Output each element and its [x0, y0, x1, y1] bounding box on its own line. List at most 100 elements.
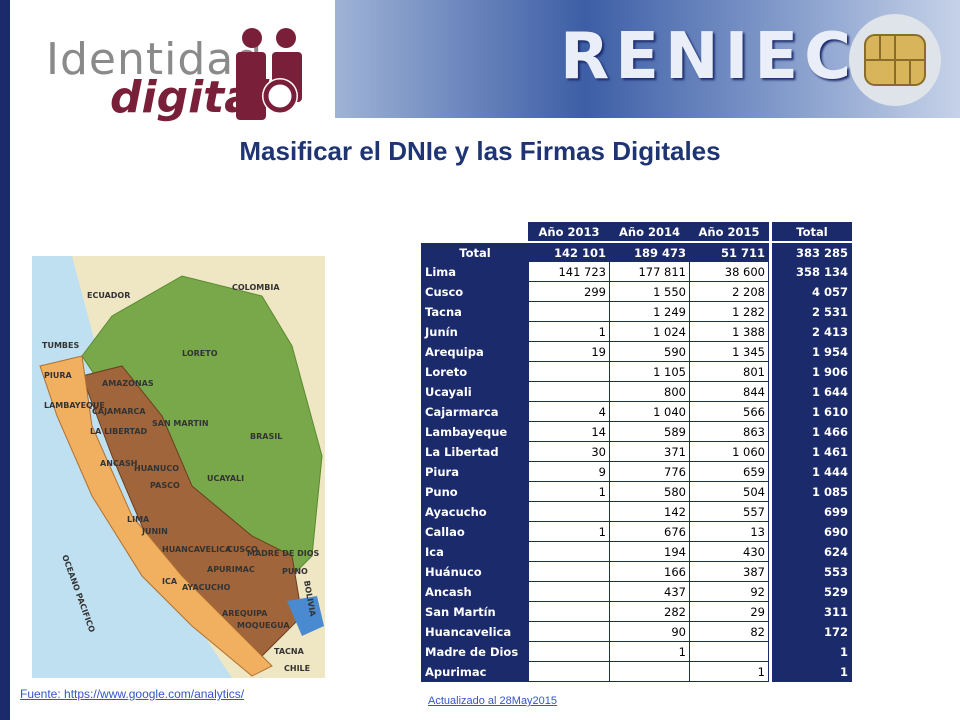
table-cell: [528, 361, 610, 382]
table-cell: 2 413: [772, 321, 852, 342]
table-row: Callao 1 676 13 690: [421, 521, 852, 542]
table-cell: Ayacucho: [421, 501, 529, 522]
map-label: LA LIBERTAD: [90, 427, 148, 436]
table-cell: 1: [772, 641, 852, 662]
table-cell: [768, 461, 773, 482]
table-cell: 142: [609, 501, 690, 522]
table-cell: San Martín: [421, 601, 529, 622]
map-label: ECUADOR: [87, 291, 130, 300]
table-cell: 2 531: [772, 301, 852, 322]
side-stripe: [0, 0, 10, 720]
table-cell: 580: [609, 481, 690, 502]
table-cell: [528, 381, 610, 402]
table-cell: 1 954: [772, 341, 852, 362]
table-cell: 14: [528, 421, 610, 442]
map-label: PASCO: [150, 481, 180, 490]
table-cell: 659: [689, 461, 769, 482]
table-cell: [528, 621, 610, 642]
table-cell: [768, 301, 773, 322]
table-cell: [768, 321, 773, 342]
table-row: Ucayali 800 844 1 644: [421, 381, 852, 402]
table-cell: 529: [772, 581, 852, 602]
map-label: AREQUIPA: [222, 609, 268, 618]
table-cell: 557: [689, 501, 769, 522]
table-cell: 1 388: [689, 321, 769, 342]
table-cell: 311: [772, 601, 852, 622]
map-label: AYACUCHO: [182, 583, 231, 592]
table-row: Lima 141 723 177 811 38 600 358 134: [421, 261, 852, 282]
table-cell: 566: [689, 401, 769, 422]
table-cell: [689, 641, 769, 662]
table-row: Lambayeque 14 589 863 1 466: [421, 421, 852, 442]
table-cell: Ucayali: [421, 381, 529, 402]
table-cell: [768, 561, 773, 582]
table-cell: [768, 621, 773, 642]
table-row: Año 2013 Año 2014 Año 2015 Total: [421, 222, 852, 241]
table-cell: 1 610: [772, 401, 852, 422]
table-cell: 504: [689, 481, 769, 502]
table-cell: [528, 301, 610, 322]
table-cell: [768, 541, 773, 562]
table-cell: 624: [772, 541, 852, 562]
table-cell: 1 644: [772, 381, 852, 402]
table-cell: [528, 581, 610, 602]
table-cell: 177 811: [609, 261, 690, 282]
table-cell: Junín: [421, 321, 529, 342]
table-cell: 371: [609, 441, 690, 462]
table-cell: 172: [772, 621, 852, 642]
source-link[interactable]: Fuente: https://www.google.com/analytics…: [20, 687, 245, 701]
table-cell: 1: [609, 641, 690, 662]
map-label: PIURA: [44, 371, 72, 380]
table-row: Madre de Dios 1 1: [421, 641, 852, 662]
table-cell: 299: [528, 281, 610, 302]
table-cell: La Libertad: [421, 441, 529, 462]
table-row: Cusco 299 1 550 2 208 4 057: [421, 281, 852, 302]
table-cell: [768, 421, 773, 442]
map-label: UCAYALI: [207, 474, 244, 483]
table-cell: [768, 481, 773, 502]
table-cell: 800: [609, 381, 690, 402]
table-cell: 1 085: [772, 481, 852, 502]
table-cell: Tacna: [421, 301, 529, 322]
table-cell: [768, 521, 773, 542]
map-label: JUNIN: [141, 527, 168, 536]
table-row: Cajarmarca 4 1 040 566 1 610: [421, 401, 852, 422]
map-label: LIMA: [127, 515, 150, 524]
map-label: AMAZONAS: [102, 379, 154, 388]
table-cell: 1 024: [609, 321, 690, 342]
table-cell: Apurimac: [421, 661, 529, 682]
table-cell: [768, 341, 773, 362]
table-row: Puno 1 580 504 1 085: [421, 481, 852, 502]
data-table: Año 2013 Año 2014 Año 2015 Total Total 142 10…: [421, 222, 852, 682]
map-label: CAJAMARCA: [92, 407, 146, 416]
table-cell: 1: [528, 481, 610, 502]
table-cell: 590: [609, 341, 690, 362]
table-cell: 1: [528, 521, 610, 542]
table-cell: [528, 561, 610, 582]
table-cell: 4 057: [772, 281, 852, 302]
map-label: TUMBES: [42, 341, 79, 350]
table-cell: 383 285: [772, 243, 852, 262]
table-cell: 1 105: [609, 361, 690, 382]
table-cell: Año 2014: [609, 222, 690, 241]
table-cell: 1 345: [689, 341, 769, 362]
table-cell: 437: [609, 581, 690, 602]
table-cell: Cusco: [421, 281, 529, 302]
lake: [287, 596, 324, 636]
table-cell: 430: [689, 541, 769, 562]
table-cell: Ica: [421, 541, 529, 562]
map-label: MADRE DE DIOS: [247, 549, 320, 558]
table-cell: Total: [421, 243, 529, 262]
table-cell: [609, 661, 690, 682]
table-cell: 92: [689, 581, 769, 602]
table-row: Junín 1 1 024 1 388 2 413: [421, 321, 852, 342]
table-cell: [768, 361, 773, 382]
table-cell: 29: [689, 601, 769, 622]
table-cell: Callao: [421, 521, 529, 542]
table-cell: 358 134: [772, 261, 852, 282]
table-cell: [528, 641, 610, 662]
table-cell: Loreto: [421, 361, 529, 382]
table-cell: [528, 601, 610, 622]
coast-region: [39, 355, 273, 677]
